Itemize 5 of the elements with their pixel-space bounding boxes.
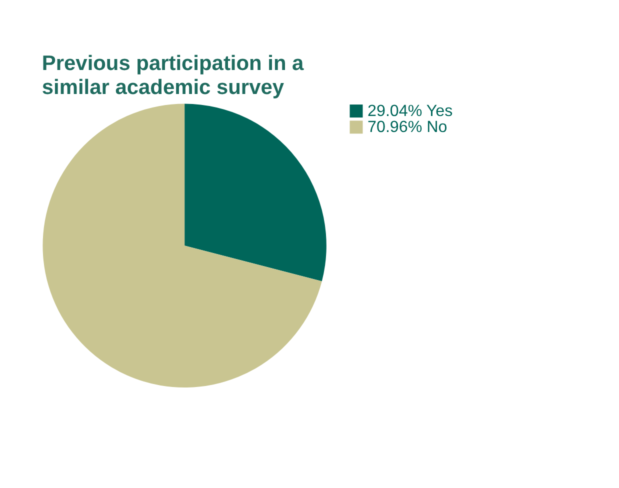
legend-label: 70.96% No (368, 118, 448, 136)
chart-title: Previous participation in a similar academic survey (42, 52, 304, 100)
pie-slice (42, 104, 322, 388)
pie-slice (184, 104, 326, 282)
legend-label: 29.04% Yes (368, 102, 453, 120)
